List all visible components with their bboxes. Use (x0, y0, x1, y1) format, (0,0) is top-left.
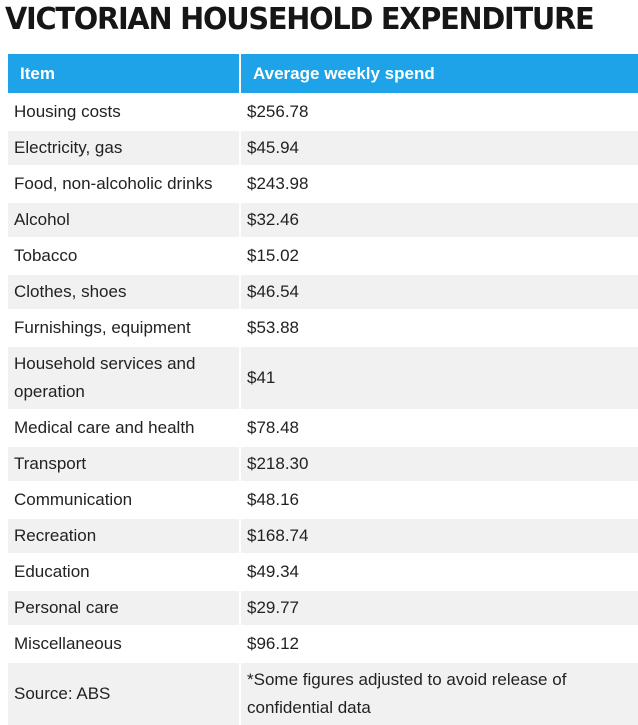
item-cell: Personal care (8, 589, 241, 626)
table-row: Recreation $168.74 (8, 517, 638, 554)
item-cell: Furnishings, equipment (8, 309, 241, 346)
item-cell: Miscellaneous (8, 625, 241, 662)
table-row: Education $49.34 (8, 553, 638, 590)
expenditure-table: Item Average weekly spend Housing costs $… (8, 54, 638, 725)
table-row: Personal care $29.77 (8, 589, 638, 626)
item-cell: Medical care and health (8, 409, 241, 446)
item-cell: Source: ABS (8, 661, 241, 725)
spend-cell: $168.74 (240, 517, 638, 554)
item-cell: Household services and operation (8, 345, 241, 410)
spend-cell: $49.34 (240, 553, 638, 590)
item-cell: Clothes, shoes (8, 273, 241, 310)
item-cell: Electricity, gas (8, 129, 241, 166)
table-row: Source: ABS *Some figures adjusted to avo… (8, 661, 638, 725)
item-cell: Recreation (8, 517, 241, 554)
spend-cell: $41 (240, 345, 638, 410)
item-cell: Communication (8, 481, 241, 518)
spend-cell: *Some figures adjusted to avoid release … (240, 661, 638, 725)
table-row: Food, non-alcoholic drinks $243.98 (8, 165, 638, 202)
item-cell: Tobacco (8, 237, 241, 274)
spend-cell: $96.12 (240, 625, 638, 662)
table-row: Household services and operation $41 (8, 345, 638, 410)
spend-cell: $256.78 (240, 93, 638, 130)
column-header-item: Item (8, 54, 241, 94)
table-row: Communication $48.16 (8, 481, 638, 518)
table-row: Furnishings, equipment $53.88 (8, 309, 638, 346)
spend-cell: $48.16 (240, 481, 638, 518)
spend-cell: $29.77 (240, 589, 638, 626)
table-header-row: Item Average weekly spend (8, 54, 638, 94)
table-body: Housing costs $256.78 Electricity, gas $45.… (8, 93, 638, 725)
item-cell: Alcohol (8, 201, 241, 238)
item-cell: Housing costs (8, 93, 241, 130)
spend-cell: $218.30 (240, 445, 638, 482)
spend-cell: $32.46 (240, 201, 638, 238)
table-row: Miscellaneous $96.12 (8, 625, 638, 662)
item-cell: Education (8, 553, 241, 590)
chart-title: VICTORIAN HOUSEHOLD EXPENDITURE (5, 2, 595, 37)
table-row: Transport $218.30 (8, 445, 638, 482)
table-row: Housing costs $256.78 (8, 93, 638, 130)
table-row: Alcohol $32.46 (8, 201, 638, 238)
spend-cell: $78.48 (240, 409, 638, 446)
table-row: Clothes, shoes $46.54 (8, 273, 638, 310)
spend-cell: $243.98 (240, 165, 638, 202)
spend-cell: $53.88 (240, 309, 638, 346)
item-cell: Food, non-alcoholic drinks (8, 165, 241, 202)
spend-cell: $46.54 (240, 273, 638, 310)
item-cell: Transport (8, 445, 241, 482)
spend-cell: $15.02 (240, 237, 638, 274)
column-header-spend: Average weekly spend (240, 54, 638, 94)
table-row: Tobacco $15.02 (8, 237, 638, 274)
spend-cell: $45.94 (240, 129, 638, 166)
table-row: Medical care and health $78.48 (8, 409, 638, 446)
table-row: Electricity, gas $45.94 (8, 129, 638, 166)
